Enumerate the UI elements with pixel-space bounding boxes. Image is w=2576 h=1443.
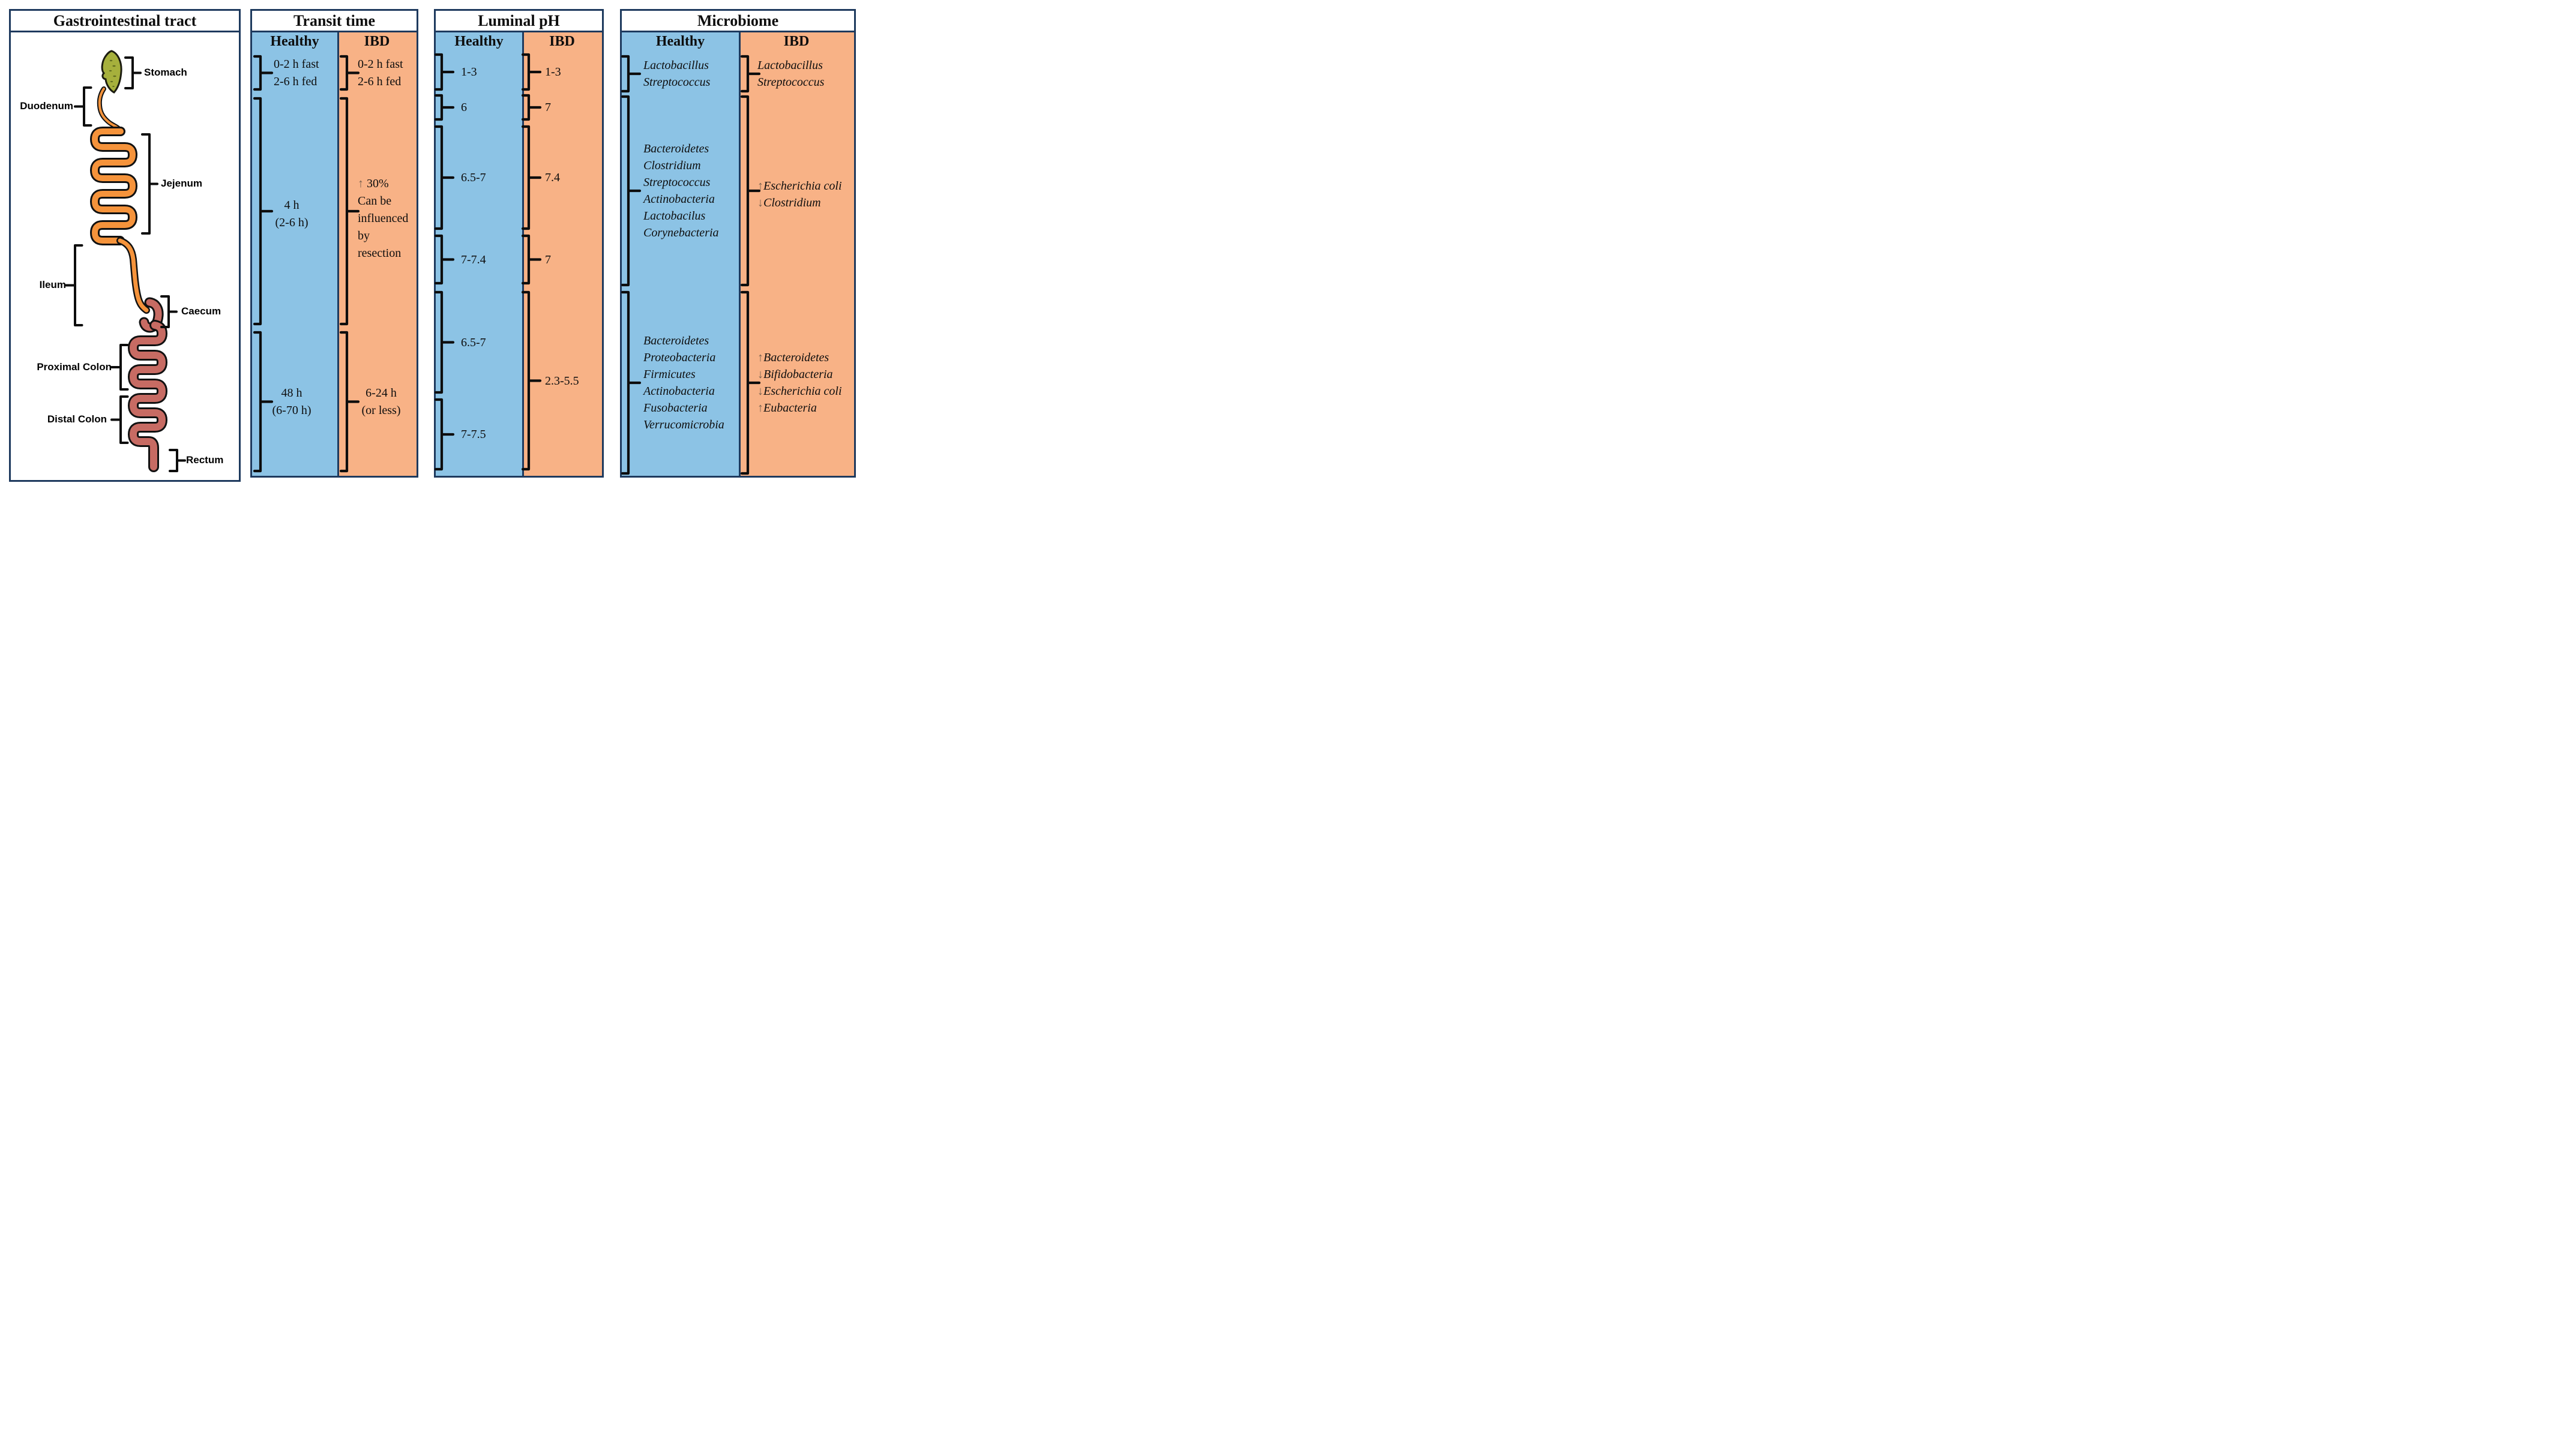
up-arrow-icon: ↑ (757, 401, 763, 415)
brace-icon (253, 97, 274, 326)
ph-panel-title: Luminal pH (436, 11, 602, 32)
figure-canvas: Gastrointestinal tract (0, 0, 867, 484)
brace-icon (521, 94, 542, 121)
luminal-ph-panel: Luminal pH Healthy 1-3 6 6.5-7 7-7.4 6.5-7 7-7… (434, 9, 604, 478)
ibd-column-header: IBD (549, 34, 575, 49)
ibd-column (739, 32, 854, 476)
ph-cell-text: 7-7.4 (461, 253, 486, 266)
brace-icon (621, 55, 642, 93)
brace-icon (521, 290, 542, 471)
gi-tract-panel: Gastrointestinal tract (9, 9, 241, 482)
transit-cell-text: 0-2 h fast 2-6 h fed (274, 57, 319, 88)
stomach-blob (101, 50, 122, 94)
transit-time-panel: Transit time Healthy 0-2 h fast 2-6 h fed 4… (250, 9, 418, 478)
brace-icon (434, 234, 455, 285)
brace-icon (740, 290, 761, 475)
microbiome-panel-body: Healthy Lactobacillus Streptococcus Bactero… (621, 32, 854, 476)
brace-icon (521, 234, 542, 285)
brace-icon (110, 395, 129, 444)
gi-label-caecum: Caecum (181, 305, 221, 317)
ibd-column-header: IBD (364, 34, 390, 49)
gi-label-distal-colon: Distal Colon (47, 413, 107, 425)
transit-panel-body: Healthy 0-2 h fast 2-6 h fed 4 h (2-6 h) 48 h… (252, 32, 417, 476)
transit-cell-text: 0-2 h fast 2-6 h fed (358, 57, 403, 88)
microbiome-panel: Microbiome Healthy Lactobacillus Streptoco… (620, 9, 856, 478)
brace-icon (740, 55, 761, 93)
microbiome-cell-text: Lactobacillus Streptococcus (757, 59, 825, 89)
ph-cell-text: 1-3 (461, 65, 477, 79)
brace-icon (253, 55, 274, 91)
ph-cell-text: 6.5-7 (461, 171, 486, 184)
transit-cell-text: 6-24 h (or less) (361, 386, 401, 417)
down-arrow-icon: ↓ (757, 385, 763, 398)
brace-icon (621, 290, 642, 475)
stomach-speckles (109, 59, 116, 87)
brace-icon (740, 95, 761, 287)
microbiome-cell-text: ↑Escherichia coli ↓Clostridium (757, 179, 842, 209)
microbiome-cell-text: Bacteroidetes Proteobacteria Firmicutes Act… (643, 334, 724, 431)
microbiome-cell-text: Bacteroidetes Clostridium Streptococcus Act… (643, 142, 719, 239)
up-arrow-icon: ↑ (757, 179, 763, 193)
down-arrow-icon: ↓ (757, 196, 763, 209)
transit-cell-text: ↑ 30% Can be influenced by resection (358, 176, 409, 260)
brace-icon (434, 94, 455, 121)
brace-icon (434, 398, 455, 471)
ph-cell-text: 6.5-7 (461, 335, 486, 349)
brace-icon (169, 449, 186, 472)
brace-icon (160, 295, 178, 328)
transit-cell-text: 48 h (6-70 h) (272, 386, 311, 417)
healthy-column-header: Healthy (655, 34, 705, 49)
gi-label-rectum: Rectum (186, 454, 224, 466)
duodenum-tube-outline (97, 86, 123, 134)
colon (130, 322, 166, 470)
gi-panel-title: Gastrointestinal tract (11, 11, 239, 32)
up-arrow-icon: ↑ (757, 351, 763, 364)
ibd-column-header: IBD (783, 34, 810, 49)
gi-label-proximal-colon: Proximal Colon (37, 361, 112, 373)
ph-cell-text: 6 (461, 101, 467, 114)
gi-anatomy-illustration (90, 50, 167, 472)
healthy-column-header: Healthy (454, 34, 504, 49)
ph-cell-text: 7 (545, 101, 551, 114)
brace-icon (339, 97, 360, 326)
ileum-tube (118, 238, 149, 313)
ph-cell-text: 7.4 (545, 171, 560, 184)
brace-icon (434, 53, 455, 91)
up-arrow-icon: ↑ (358, 176, 364, 190)
ph-cell-text: 2.3-5.5 (545, 374, 579, 388)
transit-cell-text: 4 h (2-6 h) (275, 199, 308, 229)
gi-label-duodenum: Duodenum (20, 100, 73, 112)
ph-cell-text: 7-7.5 (461, 428, 486, 441)
down-arrow-icon: ↓ (757, 368, 763, 381)
brace-icon (253, 331, 274, 473)
brace-icon (110, 344, 129, 391)
brace-icon (339, 331, 360, 473)
gi-label-stomach: Stomach (144, 67, 187, 78)
microbiome-panel-title: Microbiome (622, 11, 854, 32)
transit-panel-title: Transit time (252, 11, 417, 32)
healthy-column-header: Healthy (270, 34, 319, 49)
ph-cell-text: 1-3 (545, 65, 561, 79)
ph-panel-body: Healthy 1-3 6 6.5-7 7-7.4 6.5-7 7-7.5 IBD 1-3 7 7.… (434, 32, 602, 476)
healthy-column (622, 32, 739, 476)
microbiome-cell-text: Lactobacillus Streptococcus (643, 59, 711, 89)
ph-cell-text: 7 (545, 253, 551, 266)
brace-icon (339, 55, 360, 91)
brace-icon (521, 53, 542, 91)
brace-icon (124, 56, 142, 89)
gi-label-ileum: Ileum (39, 279, 66, 290)
jejunum-coils (92, 128, 136, 244)
brace-icon (65, 244, 83, 326)
brace-icon (434, 290, 455, 394)
brace-icon (521, 125, 542, 230)
gi-anatomy-drawing: Stomach Duodenum Jejenum Ileum Caecum Proxima… (11, 32, 239, 480)
brace-icon (621, 95, 642, 287)
brace-icon (74, 86, 92, 127)
microbiome-cell-text: ↑Bacteroidetes ↓Bifidobacteria ↓Escherichi… (757, 351, 842, 415)
gi-label-jejenum: Jejenum (161, 178, 202, 189)
brace-icon (434, 125, 455, 230)
brace-icon (141, 133, 158, 235)
